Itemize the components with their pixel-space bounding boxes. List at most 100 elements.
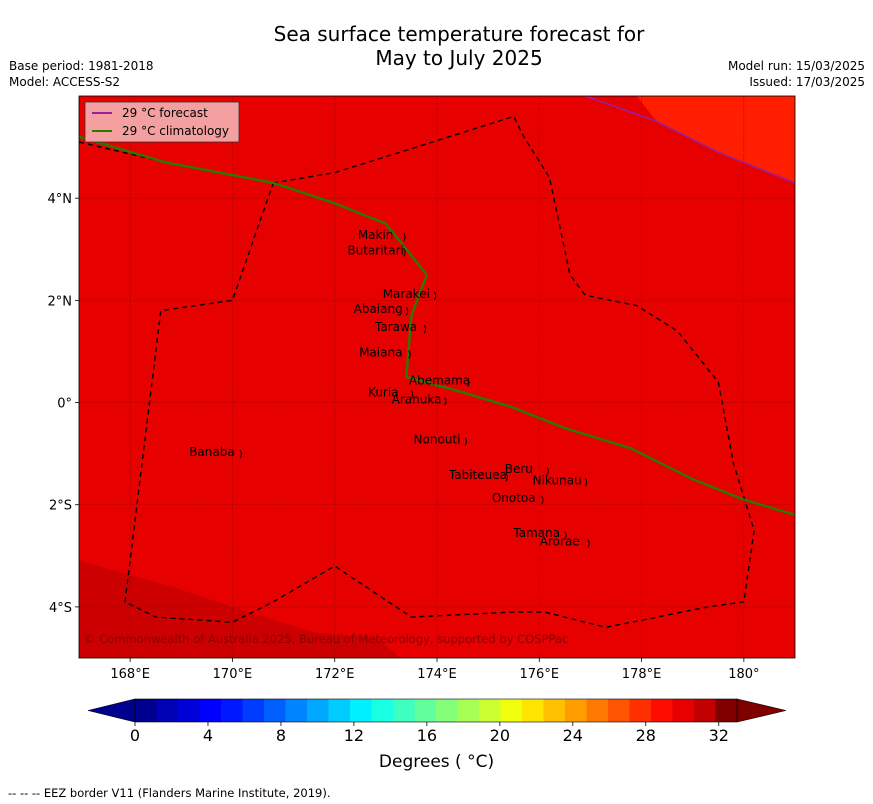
colorbar-bin: [565, 699, 587, 722]
x-tick-label: 170°E: [213, 667, 253, 682]
colorbar-bin: [651, 699, 673, 722]
colorbar-bin: [608, 699, 630, 722]
colorbar-tick-label: 24: [563, 726, 583, 745]
island-label: Tabiteuea: [448, 468, 507, 482]
colorbar-bin: [629, 699, 652, 722]
meta-right: Model run: 15/03/2025 Issued: 17/03/2025: [728, 58, 865, 90]
colorbar-frame: [134, 698, 738, 723]
island-outline: [464, 437, 467, 446]
colorbar-under-arrow: [87, 698, 136, 723]
island-outline: [408, 350, 411, 359]
island-label: Tarawa: [374, 320, 417, 334]
colorbar-bin: [672, 699, 695, 722]
colorbar-tick-label: 28: [636, 726, 656, 745]
y-tick-label: 2°N: [48, 294, 73, 309]
colorbar-bin: [543, 699, 566, 722]
title-line-1: Sea surface temperature forecast for: [273, 22, 645, 46]
island-outline: [541, 495, 544, 505]
x-tick-label: 178°E: [622, 667, 662, 682]
colorbar-bin: [242, 699, 265, 722]
island-outline: [467, 378, 470, 387]
island-outline: [564, 530, 567, 540]
island-outline: [403, 232, 406, 242]
climatology-29c-line: [79, 135, 795, 517]
cool-region: [79, 560, 402, 658]
island-label: Tamana: [512, 526, 560, 540]
x-tick-label: 174°E: [417, 667, 457, 682]
copyright-text: © Commonwealth of Australia 2025, Bureau…: [84, 632, 568, 646]
island-label: Banaba: [189, 445, 235, 459]
colorbar-bin: [135, 699, 157, 722]
island-label: Abemama: [409, 374, 470, 388]
island-label: Aranuka: [392, 393, 442, 407]
colorbar-bin: [414, 699, 437, 722]
map-title: Sea surface temperature forecast for May…: [0, 22, 873, 70]
island-label: Nikunau: [533, 473, 582, 487]
forecast-29c-line: [585, 96, 795, 184]
base-period: Base period: 1981-2018: [9, 59, 154, 73]
island-label: Arorae: [540, 535, 580, 549]
colorbar-tick-label: 32: [709, 726, 729, 745]
colorbar-scale: 0 4 8 12 16 20 24 28 32: [87, 698, 787, 745]
island-label: Maiana: [359, 346, 402, 360]
island-outline: [410, 390, 414, 399]
colorbar-bin: [694, 699, 716, 722]
colorbar-tick-label: 4: [203, 726, 213, 745]
island-outline: [584, 477, 588, 487]
x-tick-label: 180°: [728, 667, 759, 682]
warm-region: [636, 96, 795, 183]
issued-date: Issued: 17/03/2025: [749, 75, 865, 89]
colorbar-bin: [328, 699, 351, 722]
colorbar-over-arrow: [736, 698, 787, 723]
colorbar-bin: [285, 699, 308, 722]
eez-border: [79, 115, 755, 629]
x-tick-label: 168°E: [110, 667, 150, 682]
island-label: Kuria: [368, 385, 399, 399]
colorbar-bin: [522, 699, 544, 722]
colorbar-bin: [479, 699, 501, 722]
island-outline: [405, 306, 409, 316]
colorbar-bin: [457, 699, 480, 722]
meta-left: Base period: 1981-2018 Model: ACCESS-S2: [9, 58, 154, 90]
colorbar-bin: [350, 699, 372, 722]
legend-box: [84, 101, 240, 143]
legend-label: 29 °C forecast: [122, 106, 208, 120]
island-label: Marakei: [383, 287, 430, 301]
model-name: Model: ACCESS-S2: [9, 75, 121, 89]
y-tick-label: 2°S: [49, 499, 72, 514]
colorbar-bin: [199, 699, 222, 722]
island-outline: [239, 449, 242, 459]
island-label: Makin: [358, 228, 394, 242]
island-outline: [444, 397, 447, 406]
eez-footnote: -- -- -- EEZ border V11 (Flanders Marine…: [8, 786, 331, 800]
x-tick-label: 176°E: [520, 667, 560, 682]
colorbar-bin: [393, 699, 415, 722]
colorbar-tick-label: 8: [276, 726, 286, 745]
colorbar-tick-label: 20: [490, 726, 510, 745]
map-legend: 29 °C forecast 29 °C climatology: [84, 101, 240, 143]
island-outline: [505, 472, 508, 482]
island-outline: [423, 324, 427, 334]
island-label: Onotoa: [492, 491, 536, 505]
colorbar-bin: [221, 699, 243, 722]
island-outline: [546, 466, 549, 476]
y-tick-label: 0°: [57, 397, 72, 412]
island-outline: [587, 539, 590, 548]
colorbar-bin: [586, 699, 609, 722]
island-outline: [403, 248, 406, 257]
island-label: Butaritari: [347, 243, 404, 257]
y-tick-label: 4°S: [49, 601, 72, 616]
colorbar-bin: [264, 699, 286, 722]
colorbar-tick-label: 12: [344, 726, 364, 745]
colorbar-bin: [500, 699, 523, 722]
island-outline: [433, 291, 437, 301]
x-tick-label: 172°E: [315, 667, 355, 682]
y-tick-label: 4°N: [48, 192, 73, 207]
colorbar-bin: [371, 699, 394, 722]
island-label: Beru: [505, 462, 533, 476]
colorbar-bin: [715, 699, 738, 722]
legend-label: 29 °C climatology: [122, 124, 229, 138]
